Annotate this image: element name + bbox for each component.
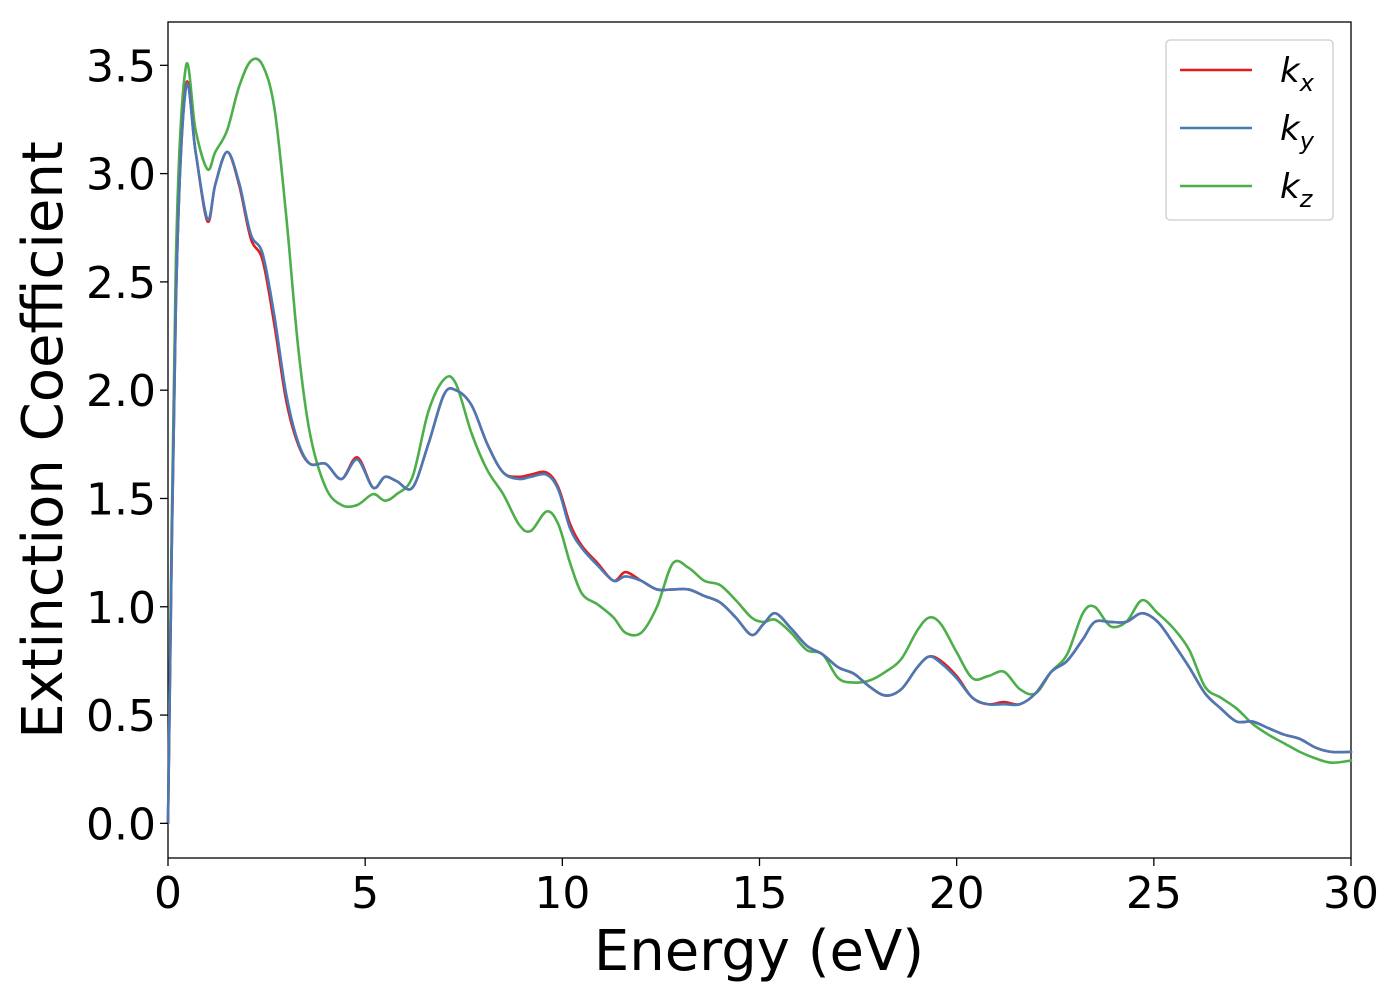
x-tick-label: 5 — [351, 868, 379, 919]
y-axis-ticks: 0.0 0.5 1.0 1.5 2.0 2.5 3.0 3.5 — [86, 41, 168, 850]
series-line-kz — [166, 57, 1353, 825]
y-tick-label: 2.5 — [86, 258, 156, 309]
legend-label-kz: kz — [1280, 167, 1314, 213]
legend-label-ky: ky — [1280, 109, 1315, 155]
legend: kx ky kz — [1165, 39, 1334, 221]
x-tick-label: 20 — [929, 868, 985, 919]
legend-label-kx: kx — [1280, 51, 1315, 97]
legend-frame — [1165, 39, 1334, 221]
y-tick-label: 0.5 — [86, 691, 156, 742]
x-tick-label: 15 — [732, 868, 788, 919]
x-tick-label: 25 — [1126, 868, 1182, 919]
y-tick-label: 3.0 — [86, 150, 156, 201]
y-tick-label: 3.5 — [86, 41, 156, 92]
y-axis-title: Extinction Coefficient — [11, 141, 76, 739]
series-line-ky — [166, 82, 1353, 825]
x-axis-title: Energy (eV) — [594, 919, 924, 984]
y-tick-label: 2.0 — [86, 366, 156, 417]
x-tick-label: 30 — [1323, 868, 1379, 919]
series-layer — [166, 57, 1353, 825]
y-tick-label: 0.0 — [86, 799, 156, 850]
plot-area — [167, 21, 1352, 859]
y-tick-label: 1.5 — [86, 474, 156, 525]
x-axis-ticks: 0 5 10 15 20 25 30 — [154, 858, 1379, 919]
x-tick-label: 0 — [154, 868, 182, 919]
x-tick-label: 10 — [534, 868, 590, 919]
y-tick-label: 1.0 — [86, 583, 156, 634]
legend-items: kx ky kz — [1180, 51, 1315, 213]
